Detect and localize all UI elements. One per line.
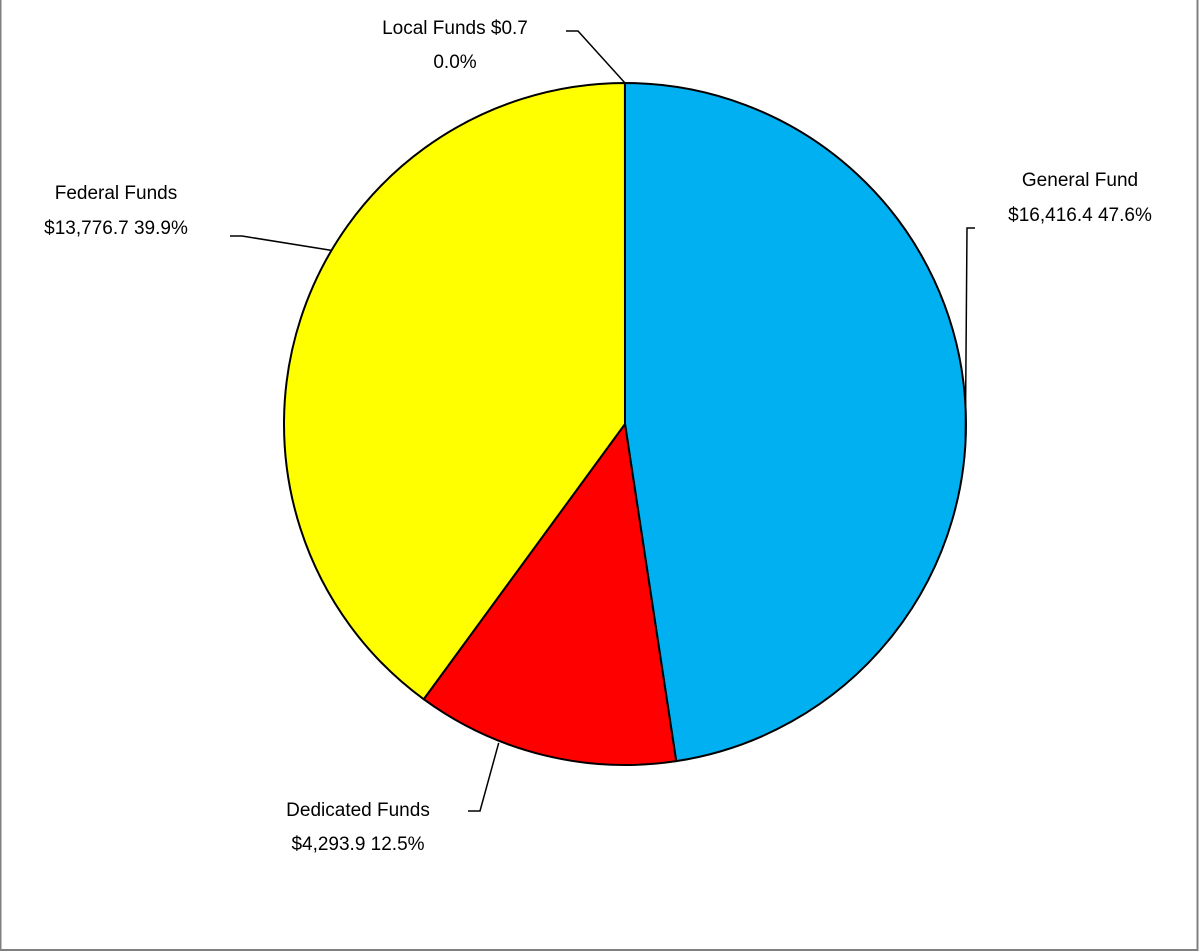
leader-line-general-fund bbox=[964, 227, 975, 446]
data-label-line1: Dedicated Funds bbox=[286, 800, 430, 821]
pie-slice-dedicated-funds bbox=[422, 423, 678, 766]
data-label-general-fund: General Fund $16,416.4 47.6% bbox=[1008, 170, 1152, 226]
data-label-federal-funds: Federal Funds $13,776.7 39.9% bbox=[44, 183, 188, 239]
data-label-line1: General Fund bbox=[1022, 170, 1138, 191]
data-label-dedicated-funds: Dedicated Funds $4,293.9 12.5% bbox=[286, 800, 430, 855]
data-label-line2: $4,293.9 12.5% bbox=[291, 834, 424, 855]
pie-slice-general-fund bbox=[624, 82, 967, 763]
data-label-line2: 0.0% bbox=[433, 52, 476, 73]
data-label-line2: $13,776.7 39.9% bbox=[44, 218, 188, 239]
data-label-line2: $16,416.4 47.6% bbox=[1008, 205, 1152, 226]
data-label-line1: Federal Funds bbox=[55, 183, 178, 204]
pie-slice-federal-funds bbox=[283, 82, 626, 701]
data-label-line1: Local Funds $0.7 bbox=[382, 18, 528, 39]
leader-line-local-funds bbox=[566, 30, 626, 84]
data-label-local-funds: Local Funds $0.7 0.0% bbox=[382, 18, 528, 73]
leader-line-dedicated-funds bbox=[468, 742, 500, 812]
leader-line-federal-funds bbox=[230, 235, 332, 252]
